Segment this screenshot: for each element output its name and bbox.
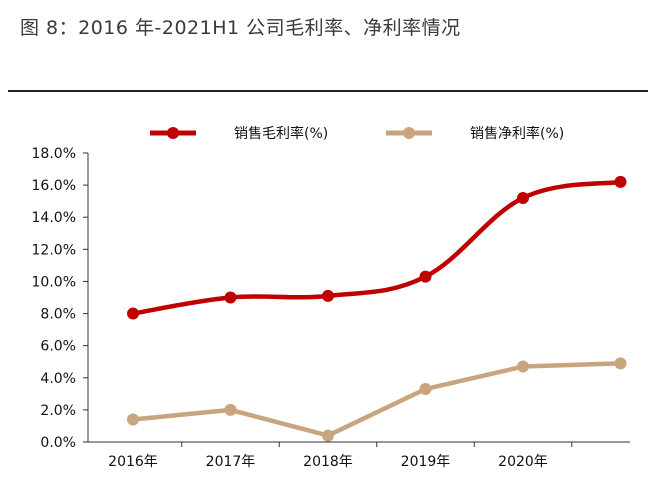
- data-point-net: [322, 429, 334, 442]
- data-point-net: [614, 357, 627, 370]
- y-tick-label: 8.0%: [40, 307, 76, 323]
- y-tick-label: 16.0%: [32, 178, 76, 194]
- y-tick-label: 0.0%: [40, 435, 76, 451]
- data-point-gross: [322, 289, 334, 302]
- data-point-gross: [517, 191, 529, 204]
- axes: [87, 153, 630, 443]
- x-tick-label: 2019年: [401, 454, 451, 470]
- y-tick-label: 18.0%: [32, 146, 76, 162]
- x-tick-label: 2020年: [498, 454, 548, 470]
- y-tick-label: 4.0%: [40, 371, 76, 387]
- data-point-gross: [224, 291, 237, 304]
- data-point-net: [127, 413, 139, 426]
- data-point-gross: [419, 270, 432, 283]
- figure-title: 图 8：2016 年-2021H1 公司毛利率、净利率情况: [20, 17, 461, 39]
- data-point-net: [517, 360, 529, 373]
- legend-item-net: 销售净利率(%): [386, 125, 564, 142]
- legend-swatch-dot-net: [403, 127, 415, 139]
- data-point-net: [419, 383, 432, 396]
- x-tick-label: 2018年: [303, 454, 353, 470]
- data-point-net: [224, 403, 237, 416]
- y-tick-label: 2.0%: [40, 403, 76, 419]
- legend-label-gross: 销售毛利率(%): [234, 125, 328, 142]
- series-line-net: [130, 361, 623, 438]
- legend-swatch-dot-gross: [167, 127, 179, 139]
- legend: 销售毛利率(%) 销售净利率(%): [150, 125, 564, 142]
- legend-item-gross: 销售毛利率(%): [150, 125, 328, 142]
- legend-label-net: 销售净利率(%): [470, 125, 564, 142]
- series-layer: [127, 175, 627, 442]
- y-tick-label: 14.0%: [32, 210, 76, 226]
- data-point-gross: [127, 307, 139, 320]
- x-axis-ticks: 2016年 2017年 2018年 2019年 2020年: [108, 442, 573, 470]
- x-tick-label: 2016年: [108, 454, 158, 470]
- x-tick-label: 2017年: [206, 454, 256, 470]
- series-line-gross: [130, 179, 623, 316]
- y-axis-ticks: 0.0% 2.0% 4.0% 6.0% 8.0% 10.0% 12.0% 14.0% 16.0%…: [32, 146, 88, 451]
- y-tick-label: 12.0%: [32, 242, 76, 258]
- title-divider: [8, 90, 648, 92]
- data-point-gross: [614, 175, 627, 188]
- y-tick-label: 6.0%: [40, 339, 76, 355]
- y-tick-label: 10.0%: [32, 274, 76, 290]
